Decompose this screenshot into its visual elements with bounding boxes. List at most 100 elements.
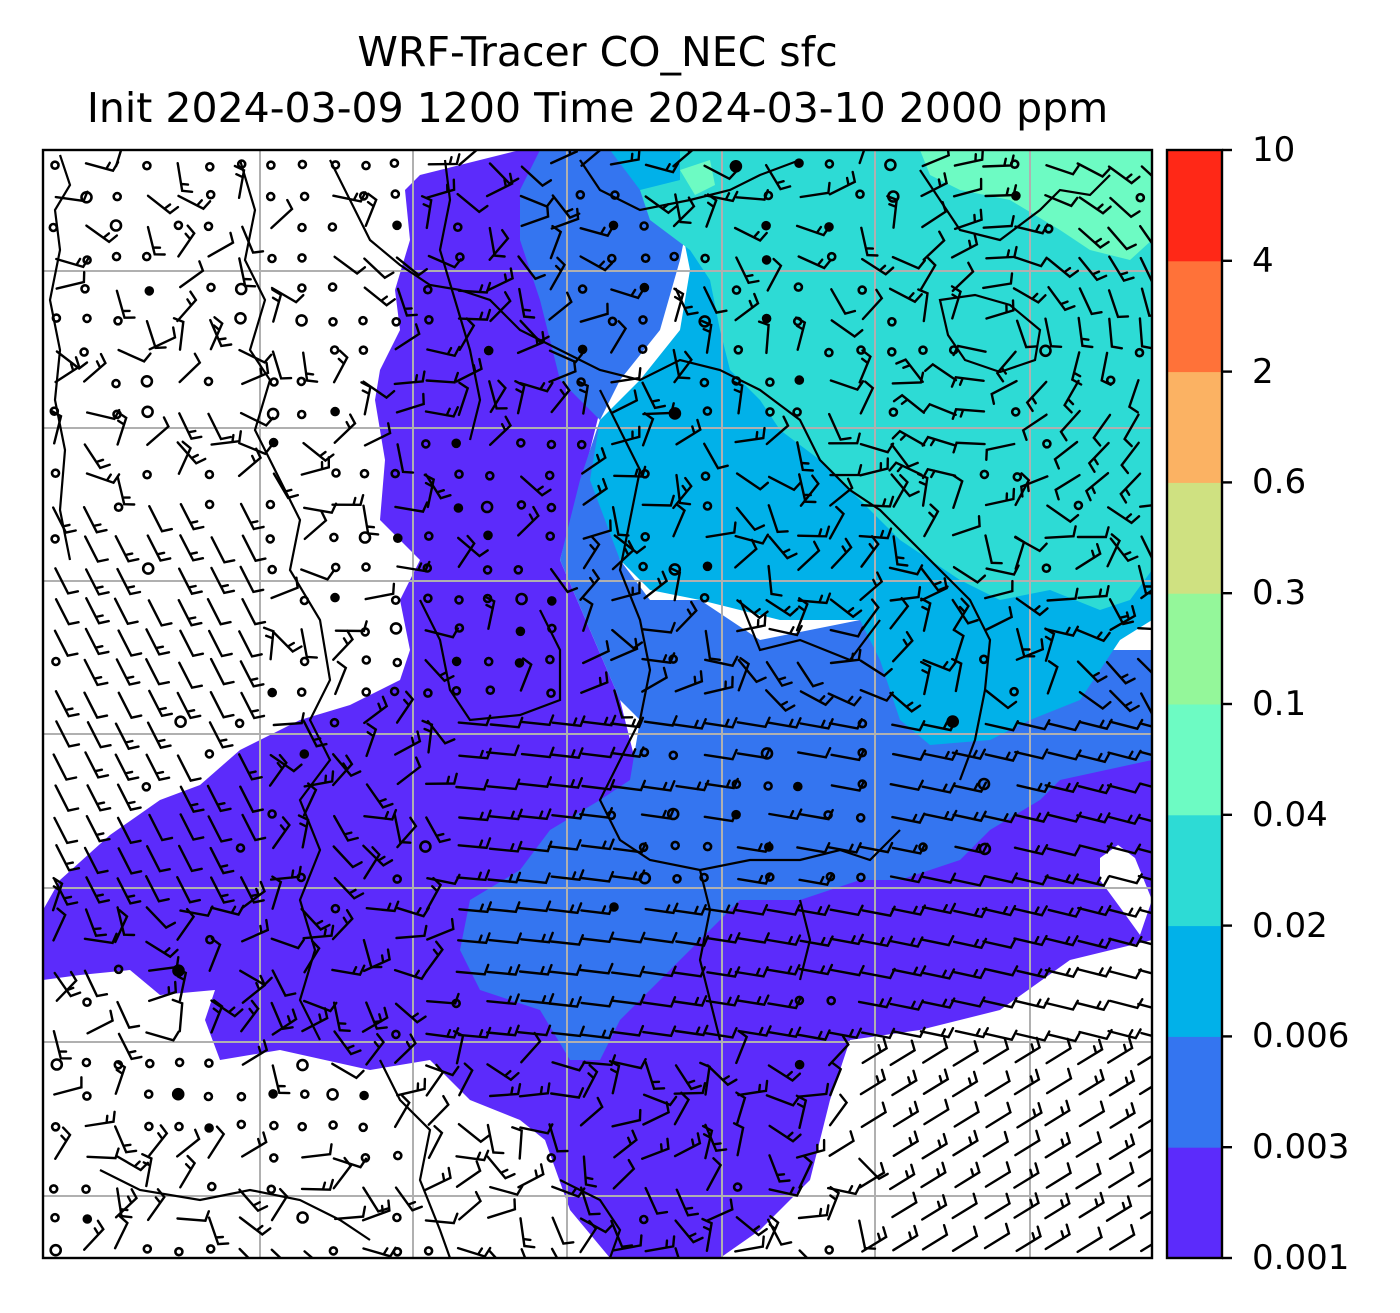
wind-barb bbox=[517, 1163, 545, 1189]
wind-barb bbox=[114, 1188, 138, 1219]
wind-barb bbox=[830, 288, 857, 315]
wind-barb bbox=[675, 600, 698, 632]
calm-wind-marker bbox=[236, 159, 247, 169]
calm-wind-marker bbox=[203, 376, 214, 387]
wind-barb bbox=[582, 714, 617, 727]
wind-barb bbox=[487, 871, 522, 884]
wind-barb bbox=[241, 598, 267, 626]
calm-wind-marker bbox=[360, 627, 371, 637]
wind-barb bbox=[919, 256, 937, 291]
calm-wind-marker bbox=[141, 562, 155, 575]
wind-barb bbox=[611, 965, 645, 978]
wind-barb bbox=[829, 477, 854, 507]
calm-wind-marker bbox=[825, 871, 836, 882]
calm-wind-marker bbox=[455, 252, 465, 262]
calm-wind-marker bbox=[637, 344, 648, 355]
calm-wind-marker bbox=[454, 469, 464, 480]
wind-barb bbox=[982, 937, 1017, 949]
wind-barb bbox=[331, 494, 365, 507]
wind-barb bbox=[517, 1024, 552, 1037]
wind-barb bbox=[1015, 319, 1038, 349]
wind-barb bbox=[548, 996, 582, 1008]
wind-barb bbox=[611, 581, 641, 602]
wind-barb bbox=[396, 1077, 427, 1097]
wind-barb bbox=[1108, 935, 1143, 948]
wind-barb bbox=[207, 412, 232, 441]
wind-barb bbox=[1076, 751, 1111, 764]
colorbar-tick-label: 0.1 bbox=[1252, 684, 1307, 724]
wind-barb bbox=[830, 537, 853, 569]
wind-barb bbox=[922, 230, 946, 261]
wind-barb bbox=[892, 1130, 920, 1157]
wind-barb bbox=[796, 842, 831, 854]
calm-wind-marker bbox=[174, 1121, 184, 1132]
colorbar-segment-0.04 bbox=[1167, 704, 1222, 816]
calm-wind-marker bbox=[358, 1122, 369, 1133]
wind-barb bbox=[423, 473, 436, 509]
wind-barb bbox=[984, 579, 1014, 600]
wind-barb bbox=[176, 290, 198, 323]
wind-barb bbox=[302, 351, 319, 383]
wind-barb bbox=[362, 948, 391, 973]
calm-wind-marker bbox=[670, 840, 681, 851]
calm-wind-marker bbox=[81, 1057, 92, 1068]
wind-barb bbox=[1137, 1176, 1152, 1188]
wind-barb bbox=[954, 1027, 989, 1039]
wind-barb bbox=[114, 535, 140, 563]
wind-barb bbox=[731, 380, 744, 415]
wind-barb bbox=[395, 690, 415, 724]
calm-wind-marker bbox=[979, 469, 990, 480]
wind-barb bbox=[85, 224, 119, 244]
wind-barb bbox=[171, 998, 184, 1033]
wind-barb bbox=[333, 255, 367, 276]
wind-barb bbox=[1119, 472, 1142, 504]
wind-barb bbox=[1108, 598, 1135, 626]
wind-barb bbox=[484, 595, 496, 630]
wind-barb bbox=[828, 1034, 850, 1067]
wind-barb bbox=[424, 473, 452, 500]
wind-barb bbox=[117, 1032, 143, 1061]
wind-barb bbox=[457, 1123, 490, 1144]
colorbar-tick-label: 0.001 bbox=[1252, 1238, 1350, 1278]
wind-barb bbox=[424, 1212, 459, 1225]
wind-barb bbox=[420, 195, 433, 230]
wind-barb bbox=[829, 464, 863, 477]
calm-wind-marker bbox=[392, 874, 403, 884]
wind-barb bbox=[332, 1001, 351, 1032]
wind-barb bbox=[363, 286, 396, 307]
calm-wind-marker bbox=[918, 842, 928, 852]
calm-wind-marker bbox=[296, 376, 307, 387]
wind-barb bbox=[735, 932, 770, 944]
calm-wind-marker bbox=[484, 470, 495, 481]
calm-wind-marker bbox=[732, 1182, 743, 1192]
wind-barb bbox=[332, 191, 367, 203]
wind-barb bbox=[365, 783, 394, 809]
wind-barb bbox=[641, 666, 668, 693]
calm-wind-marker bbox=[546, 502, 557, 513]
wind-barb bbox=[519, 319, 550, 343]
calm-wind-marker bbox=[640, 468, 650, 479]
calm-wind-marker bbox=[669, 251, 680, 262]
wind-barb bbox=[1078, 256, 1108, 282]
calm-wind-marker bbox=[452, 222, 463, 232]
wind-barb bbox=[796, 904, 831, 917]
wind-barb bbox=[705, 994, 740, 1007]
wind-barb bbox=[489, 808, 523, 821]
wind-barb bbox=[922, 658, 957, 672]
wind-barb bbox=[581, 746, 616, 759]
wind-barb bbox=[517, 872, 551, 885]
wind-barb bbox=[363, 257, 395, 280]
wind-barb bbox=[830, 319, 864, 339]
wind-barb bbox=[363, 695, 389, 725]
wind-barb bbox=[427, 153, 461, 166]
calm-wind-marker bbox=[609, 902, 619, 912]
wind-barb bbox=[797, 540, 821, 571]
wind-barb bbox=[1014, 472, 1031, 507]
wind-barb bbox=[238, 753, 263, 781]
wind-barb bbox=[550, 1087, 585, 1099]
wind-barb bbox=[519, 657, 533, 692]
calm-wind-marker bbox=[482, 565, 493, 575]
wind-barb bbox=[608, 1060, 621, 1095]
calm-wind-marker bbox=[82, 255, 92, 265]
wind-barb bbox=[456, 192, 489, 214]
